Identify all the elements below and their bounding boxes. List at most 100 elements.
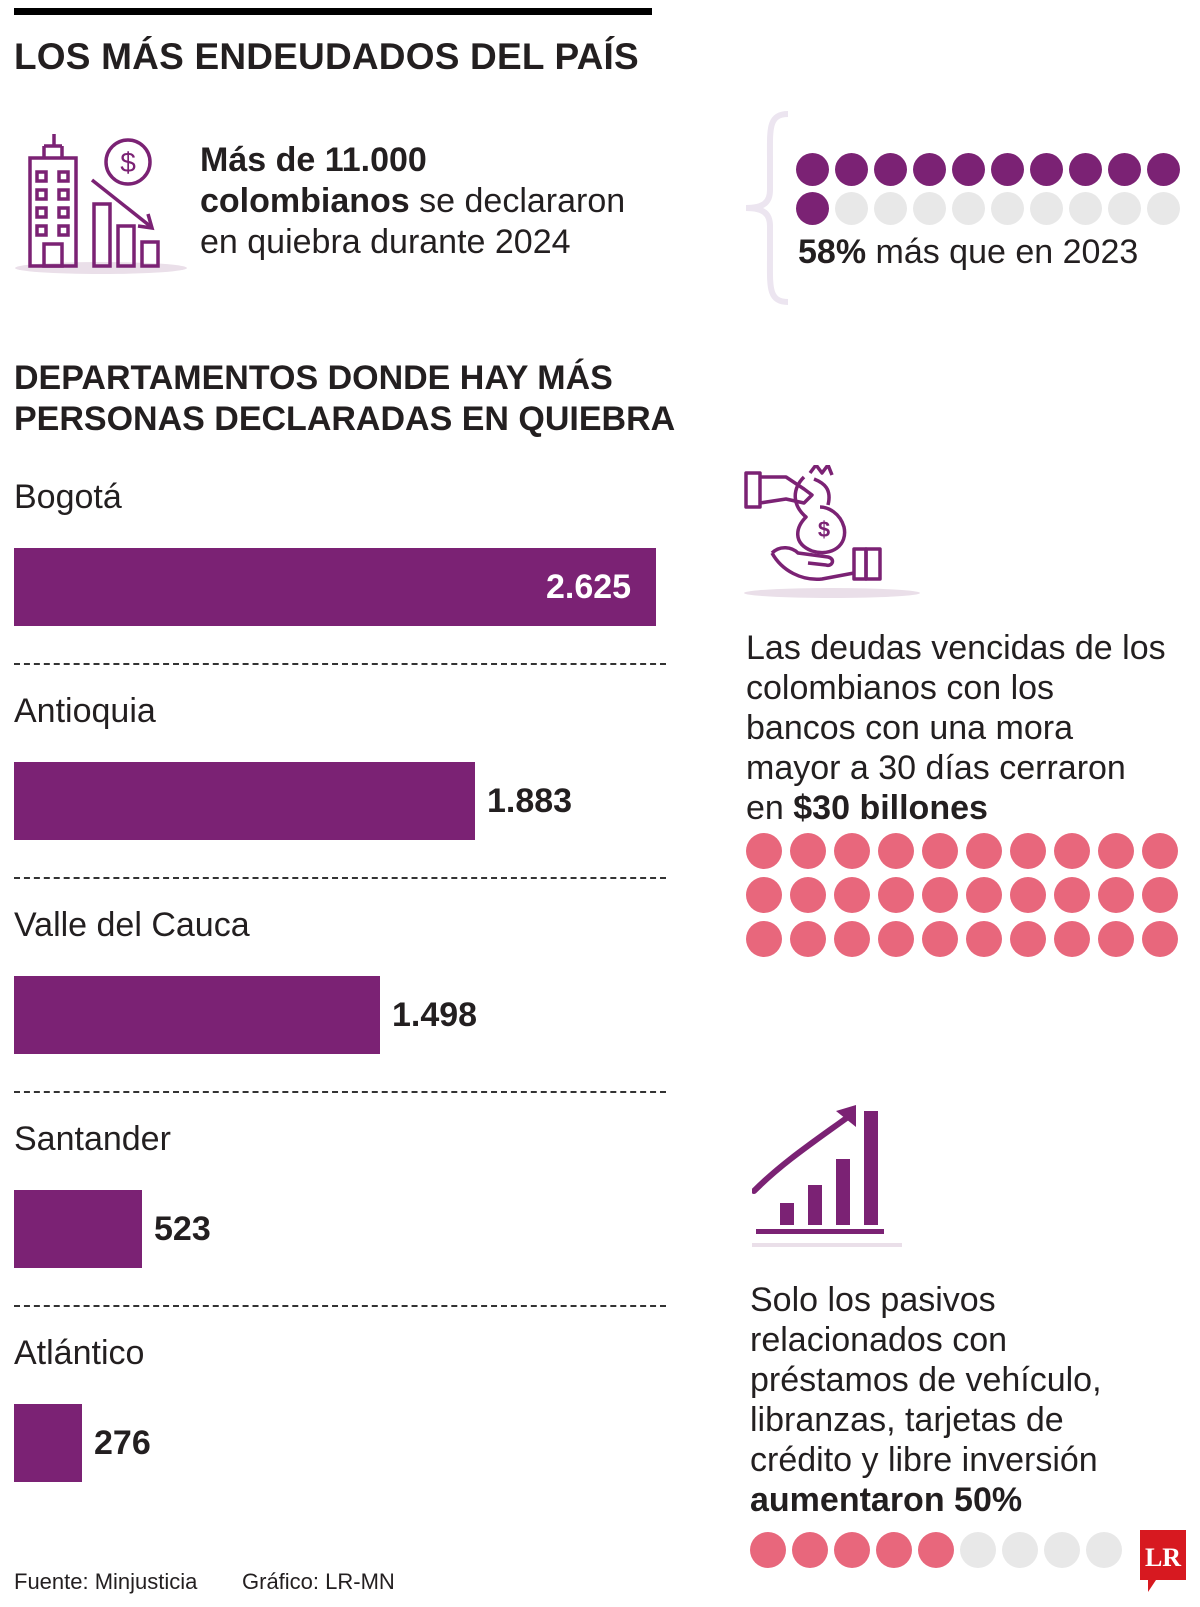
- debt-dot: [966, 877, 1002, 913]
- stat-line3: en quiebra durante 2024: [200, 223, 571, 261]
- debt-dot: [1142, 921, 1178, 957]
- increase-dot: [1108, 192, 1141, 225]
- row-divider: [14, 663, 666, 665]
- growth-stat: Solo los pasivos relacionados con présta…: [750, 1280, 1190, 1520]
- debt-dot: [790, 877, 826, 913]
- chart-title: DEPARTAMENTOS DONDE HAY MÁS PERSONAS DEC…: [14, 358, 675, 440]
- bar-category-label: Atlántico: [14, 1334, 145, 1372]
- debt-dot: [790, 833, 826, 869]
- increase-dot: [835, 192, 868, 225]
- increase-dot: [952, 153, 985, 186]
- increase-dot: [913, 192, 946, 225]
- bar-value-label: 523: [154, 1210, 211, 1248]
- bar-category-label: Valle del Cauca: [14, 906, 250, 944]
- bar-value-label: 1.498: [392, 996, 478, 1034]
- increase-bold: 58%: [798, 233, 867, 271]
- increase-dot: [1108, 153, 1141, 186]
- increase-dot: [991, 153, 1024, 186]
- growth-dot: [918, 1532, 954, 1568]
- growth-dot: [834, 1532, 870, 1568]
- increase-dot: [796, 153, 829, 186]
- svg-text:$: $: [120, 147, 136, 178]
- building-decline-icon: $: [15, 134, 187, 274]
- growth-dot-grid: [750, 1532, 1164, 1568]
- chart-title-line2: PERSONAS DECLARADAS EN QUIEBRA: [14, 400, 676, 438]
- debt-dot: [834, 833, 870, 869]
- growth-dot: [1002, 1532, 1038, 1568]
- debt-dot: [1010, 833, 1046, 869]
- growth-dot: [1044, 1532, 1080, 1568]
- increase-dot: [952, 192, 985, 225]
- increase-dot: [991, 192, 1024, 225]
- debt-dot: [922, 833, 958, 869]
- logo-text: LR: [1145, 1543, 1181, 1572]
- growth-dot: [1086, 1532, 1122, 1568]
- debt-dot: [790, 921, 826, 957]
- growth-dot: [750, 1532, 786, 1568]
- debt-dot: [1142, 877, 1178, 913]
- increase-dot: [874, 153, 907, 186]
- page-title: LOS MÁS ENDEUDADOS DEL PAÍS: [14, 36, 639, 77]
- debt-dot: [1142, 833, 1178, 869]
- curly-brace: [745, 111, 789, 305]
- debt-dot: [834, 921, 870, 957]
- increase-dot-grid: [796, 153, 1180, 225]
- growth-line1: Solo los pasivos: [750, 1281, 996, 1319]
- increase-dot: [913, 153, 946, 186]
- growth-line3: préstamos de vehículo,: [750, 1361, 1102, 1399]
- bar-category-label: Santander: [14, 1120, 171, 1158]
- stat-bold-line1: Más de 11.000: [200, 141, 427, 179]
- increase-stat: 58% más que en 2023: [798, 233, 1138, 272]
- debt-line5-plain: en: [746, 789, 794, 827]
- debt-line3: bancos con una mora: [746, 709, 1073, 747]
- bar-value-label: 2.625: [546, 568, 632, 606]
- debt-dot: [1098, 877, 1134, 913]
- bar: [14, 976, 380, 1054]
- debt-dot: [1010, 877, 1046, 913]
- debt-line4: mayor a 30 días cerraron: [746, 749, 1126, 787]
- increase-dot: [1030, 153, 1063, 186]
- debt-dot: [746, 833, 782, 869]
- increase-dot: [1030, 192, 1063, 225]
- debt-dot: [922, 921, 958, 957]
- growth-dot: [960, 1532, 996, 1568]
- bankruptcy-stat: Más de 11.000 colombianos se declararon …: [200, 140, 660, 263]
- growth-line5: crédito y libre inversión: [750, 1441, 1098, 1479]
- increase-dot: [874, 192, 907, 225]
- debt-dot: [1098, 833, 1134, 869]
- debt-line1: Las deudas vencidas de los: [746, 629, 1166, 667]
- growth-dot: [876, 1532, 912, 1568]
- svg-text:$: $: [818, 517, 830, 542]
- debt-dot: [1010, 921, 1046, 957]
- debt-dot: [1098, 921, 1134, 957]
- bar: [14, 762, 475, 840]
- bar-category-label: Bogotá: [14, 478, 122, 516]
- debt-dot: [878, 877, 914, 913]
- bar-value-label: 276: [94, 1424, 151, 1462]
- increase-rest: más que en 2023: [866, 233, 1139, 271]
- debt-dot: [878, 921, 914, 957]
- stat-bold-line2: colombianos: [200, 182, 410, 220]
- debt-dot: [1054, 833, 1090, 869]
- row-divider: [14, 1091, 666, 1093]
- debt-dot: [746, 921, 782, 957]
- increase-dot: [1147, 153, 1180, 186]
- debt-stat: Las deudas vencidas de los colombianos c…: [746, 628, 1186, 828]
- bar: [14, 548, 656, 626]
- debt-dot: [834, 877, 870, 913]
- debt-line2: colombianos con los: [746, 669, 1055, 707]
- top-rule: [14, 8, 652, 15]
- growth-line4: libranzas, tarjetas de: [750, 1401, 1064, 1439]
- source-note: Fuente: Minjusticia: [14, 1569, 198, 1594]
- debt-dot: [1054, 877, 1090, 913]
- bar-category-label: Antioquia: [14, 692, 156, 730]
- debt-dot: [922, 877, 958, 913]
- debt-dot-grid: [746, 833, 1178, 957]
- lr-logo: LR: [1140, 1530, 1186, 1592]
- bar: [14, 1190, 142, 1268]
- bar-value-label: 1.883: [487, 782, 573, 820]
- debt-dot: [1054, 921, 1090, 957]
- chart-title-line1: DEPARTAMENTOS DONDE HAY MÁS: [14, 359, 613, 397]
- increase-dot: [796, 192, 829, 225]
- growth-dot: [792, 1532, 828, 1568]
